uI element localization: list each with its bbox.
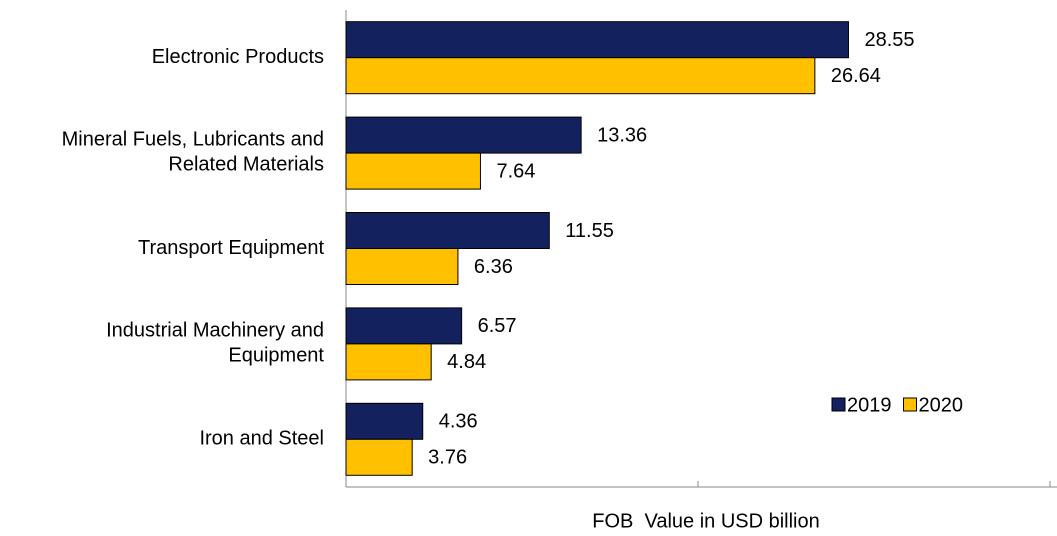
- value-label: 4.36: [439, 411, 478, 433]
- bar: [345, 57, 816, 95]
- value-label: 6.57: [478, 315, 517, 337]
- value-label: 4.84: [447, 351, 486, 373]
- value-label: 13.36: [597, 124, 647, 146]
- y-tick-label: Industrial Machinery and Equipment: [106, 320, 324, 367]
- bar: [345, 343, 432, 381]
- bar: [345, 307, 463, 345]
- value-label: 6.36: [474, 256, 513, 278]
- bar: [345, 116, 582, 154]
- value-label: 3.76: [428, 447, 467, 469]
- value-label: 11.55: [565, 220, 614, 242]
- bar: [345, 402, 424, 440]
- bar: [345, 21, 849, 59]
- y-tick-label: Transport Equipment: [138, 237, 324, 259]
- legend-label: 2019: [847, 394, 892, 416]
- legend-swatch: [903, 397, 917, 412]
- value-label: 26.64: [831, 65, 881, 87]
- y-tick-label: Electronic Products: [152, 46, 324, 68]
- value-label: 28.55: [864, 29, 914, 51]
- legend-label: 2020: [919, 394, 964, 416]
- y-tick-label: Iron and Steel: [199, 428, 324, 450]
- bar: [345, 152, 481, 190]
- bar: [345, 212, 550, 249]
- bar: [345, 248, 459, 285]
- legend-swatch: [831, 397, 846, 412]
- bar: [345, 438, 413, 476]
- value-label: 7.64: [496, 160, 535, 182]
- x-axis-label: FOB Value in USD billion: [592, 510, 820, 532]
- y-tick-label: Mineral Fuels, Lubricants and Related Mat…: [62, 129, 324, 176]
